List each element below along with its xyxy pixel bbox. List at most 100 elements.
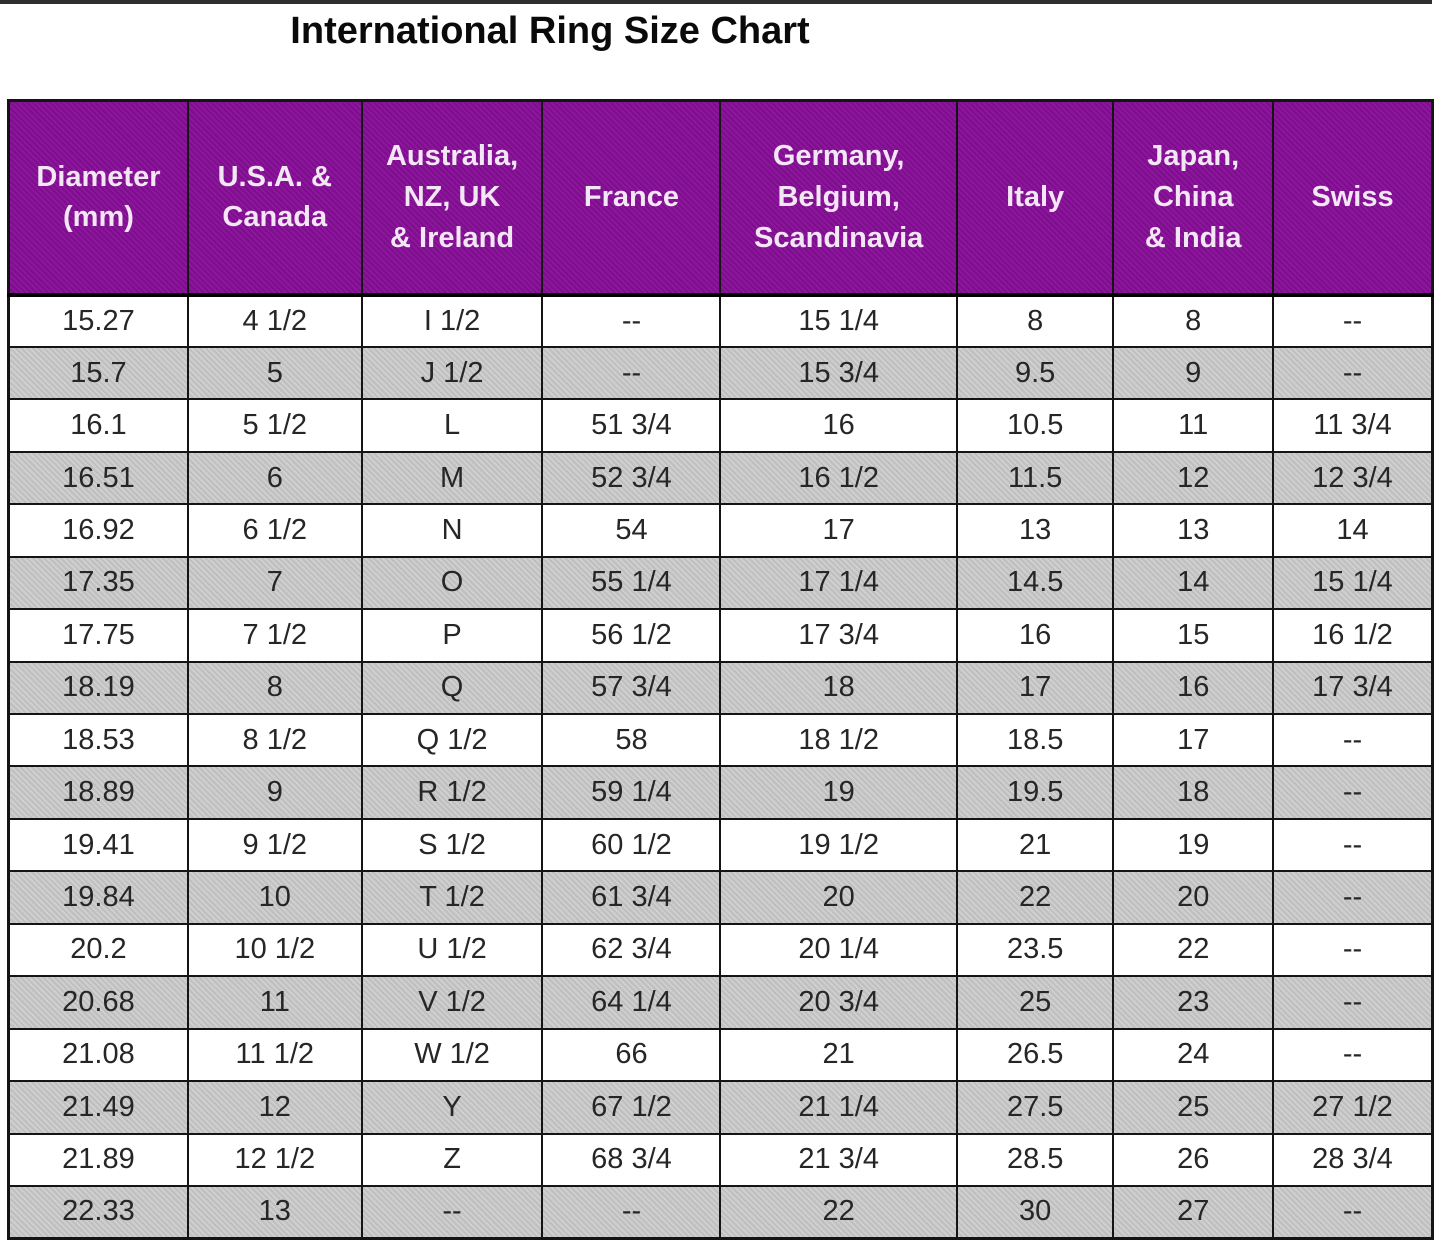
table-cell: 16 1/2	[1271, 608, 1434, 663]
table-row: 20.68 11 V 1/2 64 1/4 20 3/4 25 23 --	[7, 975, 1434, 1030]
ring-size-table: Diameter (mm) U.S.A. & Canada Australia, N…	[7, 99, 1434, 1240]
table-cell: 19.5	[955, 765, 1115, 820]
table-cell: 6 1/2	[186, 503, 363, 558]
table-cell: 56 1/2	[541, 608, 722, 663]
table-cell: 14	[1271, 503, 1434, 558]
table-cell: 28 3/4	[1271, 1132, 1434, 1187]
table-cell: 16.92	[7, 503, 189, 558]
table-cell: 8	[186, 660, 363, 716]
table-row: 16.92 6 1/2 N 54 17 13 13 14	[7, 503, 1434, 558]
table-row: 15.7 5 J 1/2 -- 15 3/4 9.5 9 --	[7, 345, 1434, 401]
table-cell: --	[1271, 765, 1434, 820]
table-cell: 22	[719, 1184, 958, 1240]
table-cell: 15.7	[7, 345, 189, 401]
table-row: 16.51 6 M 52 3/4 16 1/2 11.5 12 12 3/4	[7, 450, 1434, 506]
table-cell: 55 1/4	[541, 555, 722, 611]
table-cell: 21	[719, 1027, 958, 1083]
table-cell: 30	[955, 1184, 1115, 1240]
table-cell: 15	[1112, 608, 1274, 663]
table-cell: I 1/2	[360, 293, 544, 348]
table-cell: V 1/2	[360, 975, 544, 1030]
table-cell: 18	[719, 660, 958, 716]
table-row: 21.08 11 1/2 W 1/2 66 21 26.5 24 --	[7, 1027, 1434, 1083]
table-cell: 24	[1112, 1027, 1274, 1083]
table-row: 21.89 12 1/2 Z 68 3/4 21 3/4 28.5 26 28 3/4	[7, 1132, 1434, 1187]
table-cell: 62 3/4	[541, 922, 722, 978]
table-cell: 22	[1112, 922, 1274, 978]
table-cell: 10.5	[955, 398, 1115, 453]
table-cell: 68 3/4	[541, 1132, 722, 1187]
table-cell: 17 3/4	[719, 608, 958, 663]
table-cell: 8	[955, 293, 1115, 348]
table-cell: 67 1/2	[541, 1080, 722, 1135]
table-cell: 18.5	[955, 712, 1115, 768]
table-cell: 4 1/2	[186, 293, 363, 348]
table-row: 17.35 7 O 55 1/4 17 1/4 14.5 14 15 1/4	[7, 555, 1434, 611]
table-cell: 21	[955, 817, 1115, 873]
table-cell: 11.5	[955, 450, 1115, 506]
table-cell: S 1/2	[360, 817, 544, 873]
table-cell: 16.51	[7, 450, 189, 506]
table-cell: --	[1271, 293, 1434, 348]
table-cell: 21.08	[7, 1027, 189, 1083]
table-cell: --	[1271, 1027, 1434, 1083]
table-cell: 5	[186, 345, 363, 401]
table-cell: 17	[1112, 712, 1274, 768]
table-cell: 20	[719, 870, 958, 925]
table-cell: 16	[955, 608, 1115, 663]
table-cell: 19.41	[7, 817, 189, 873]
table-cell: 15 1/4	[719, 293, 958, 348]
table-cell: 7	[186, 555, 363, 611]
table-cell: 57 3/4	[541, 660, 722, 716]
table-cell: 19	[719, 765, 958, 820]
table-row: 18.19 8 Q 57 3/4 18 17 16 17 3/4	[7, 660, 1434, 716]
table-cell: 7 1/2	[186, 608, 363, 663]
column-header: Italy	[955, 99, 1115, 297]
table-cell: 12 1/2	[186, 1132, 363, 1187]
table-cell: --	[541, 293, 722, 348]
table-cell: --	[1271, 975, 1434, 1030]
column-header: U.S.A. & Canada	[186, 99, 363, 297]
table-row: 18.53 8 1/2 Q 1/2 58 18 1/2 18.5 17 --	[7, 712, 1434, 768]
table-cell: 66	[541, 1027, 722, 1083]
table-row: 21.49 12 Y 67 1/2 21 1/4 27.5 25 27 1/2	[7, 1080, 1434, 1135]
table-cell: 8	[1112, 293, 1274, 348]
table-row: 20.2 10 1/2 U 1/2 62 3/4 20 1/4 23.5 22 --	[7, 922, 1434, 978]
table-cell: --	[541, 1184, 722, 1240]
table-cell: 20 3/4	[719, 975, 958, 1030]
table-cell: 17.75	[7, 608, 189, 663]
table-cell: 18	[1112, 765, 1274, 820]
table-cell: --	[1271, 870, 1434, 925]
table-cell: 60 1/2	[541, 817, 722, 873]
table-cell: 21 1/4	[719, 1080, 958, 1135]
table-cell: 52 3/4	[541, 450, 722, 506]
table-cell: 23.5	[955, 922, 1115, 978]
table-cell: 9	[186, 765, 363, 820]
table-cell: 22	[955, 870, 1115, 925]
table-cell: 16 1/2	[719, 450, 958, 506]
table-cell: Y	[360, 1080, 544, 1135]
table-cell: 14	[1112, 555, 1274, 611]
column-header: Japan, China & India	[1112, 99, 1274, 297]
table-cell: 18.53	[7, 712, 189, 768]
table-cell: 15.27	[7, 293, 189, 348]
table-cell: 64 1/4	[541, 975, 722, 1030]
table-cell: 20.68	[7, 975, 189, 1030]
table-cell: Q 1/2	[360, 712, 544, 768]
table-cell: 21.89	[7, 1132, 189, 1187]
table-cell: P	[360, 608, 544, 663]
table-cell: 21.49	[7, 1080, 189, 1135]
table-cell: Z	[360, 1132, 544, 1187]
table-cell: 12	[186, 1080, 363, 1135]
table-row: 22.33 13 -- -- 22 30 27 --	[7, 1184, 1434, 1240]
table-cell: 11 3/4	[1271, 398, 1434, 453]
table-cell: --	[1271, 817, 1434, 873]
table-cell: 9	[1112, 345, 1274, 401]
column-header: Australia, NZ, UK & Ireland	[360, 99, 544, 297]
table-cell: 13	[1112, 503, 1274, 558]
table-row: 19.84 10 T 1/2 61 3/4 20 22 20 --	[7, 870, 1434, 925]
table-cell: 28.5	[955, 1132, 1115, 1187]
top-divider	[0, 0, 1432, 4]
table-cell: 54	[541, 503, 722, 558]
table-row: 17.75 7 1/2 P 56 1/2 17 3/4 16 15 16 1/2	[7, 608, 1434, 663]
